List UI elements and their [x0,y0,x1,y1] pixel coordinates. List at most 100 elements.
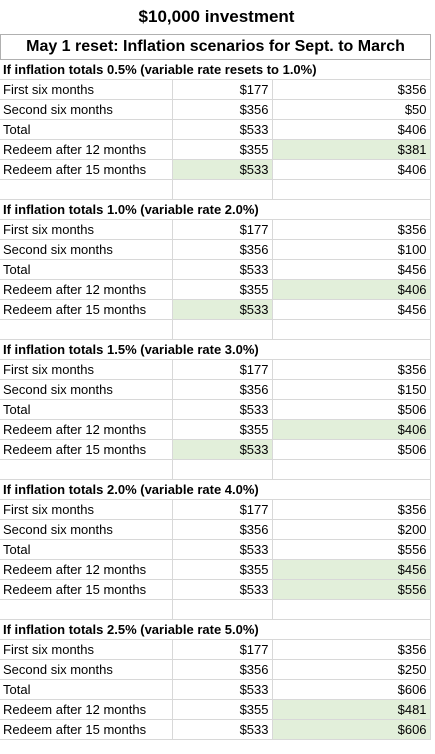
row-label[interactable]: Second six months [0,659,173,680]
value-cell-a[interactable]: $355 [172,279,273,300]
value-cell-b[interactable]: $406 [272,279,431,300]
row-label[interactable]: Redeem after 15 months [0,159,173,180]
empty-cell[interactable] [272,179,431,200]
value-cell-a[interactable]: $533 [172,159,273,180]
empty-cell[interactable] [172,459,273,480]
value-cell-b[interactable]: $456 [272,299,431,320]
value-cell-a[interactable]: $177 [172,359,273,380]
row-label[interactable]: Total [0,679,173,700]
row-label[interactable]: Redeem after 12 months [0,559,173,580]
value-cell-a[interactable]: $356 [172,99,273,120]
value-cell-b[interactable]: $556 [272,579,431,600]
row-label[interactable]: Second six months [0,99,173,120]
empty-cell[interactable] [172,319,273,340]
value-cell-a[interactable]: $533 [172,539,273,560]
value-cell-b[interactable]: $406 [272,119,431,140]
row-label[interactable]: Total [0,539,173,560]
value-cell-b[interactable]: $200 [272,519,431,540]
row-label[interactable]: Redeem after 12 months [0,279,173,300]
row-label[interactable]: Redeem after 15 months [0,719,173,740]
table-row: Total $533 $506 [0,399,431,420]
value-cell-b[interactable]: $606 [272,719,431,740]
row-label[interactable]: Redeem after 15 months [0,299,173,320]
row-label[interactable]: First six months [0,79,173,100]
value-cell-a[interactable]: $177 [172,639,273,660]
value-cell-b[interactable]: $250 [272,659,431,680]
value-cell-a[interactable]: $355 [172,699,273,720]
value-cell-a[interactable]: $356 [172,239,273,260]
scenario-heading[interactable]: If inflation totals 1.5% (variable rate … [0,339,431,360]
value-cell-b[interactable]: $381 [272,139,431,160]
row-label[interactable]: Redeem after 12 months [0,139,173,160]
value-cell-a[interactable]: $533 [172,719,273,740]
scenario-heading[interactable]: If inflation totals 2.0% (variable rate … [0,479,431,500]
value-cell-a[interactable]: $355 [172,139,273,160]
value-cell-a[interactable]: $533 [172,259,273,280]
row-label[interactable]: First six months [0,499,173,520]
empty-cell[interactable] [0,459,173,480]
value-cell-b[interactable]: $50 [272,99,431,120]
value-cell-b[interactable]: $456 [272,259,431,280]
table-row: First six months $177 $356 [0,359,431,380]
value-cell-b[interactable]: $406 [272,159,431,180]
value-cell-b[interactable]: $356 [272,79,431,100]
value-cell-a[interactable]: $356 [172,379,273,400]
row-label[interactable]: Total [0,119,173,140]
value-cell-b[interactable]: $356 [272,359,431,380]
row-label[interactable]: Redeem after 12 months [0,699,173,720]
table-row: Total $533 $556 [0,539,431,560]
empty-cell[interactable] [0,319,173,340]
value-cell-a[interactable]: $533 [172,679,273,700]
empty-cell[interactable] [172,599,273,620]
value-cell-b[interactable]: $406 [272,419,431,440]
value-cell-a[interactable]: $533 [172,439,273,460]
value-cell-a[interactable]: $533 [172,399,273,420]
scenario-heading[interactable]: If inflation totals 2.5% (variable rate … [0,619,431,640]
value-cell-b[interactable]: $456 [272,559,431,580]
empty-cell[interactable] [172,179,273,200]
empty-cell[interactable] [0,179,173,200]
value-cell-b[interactable]: $356 [272,639,431,660]
value-cell-b[interactable]: $150 [272,379,431,400]
row-label[interactable]: First six months [0,359,173,380]
row-label[interactable]: Total [0,259,173,280]
value-cell-a[interactable]: $533 [172,579,273,600]
row-label[interactable]: Second six months [0,239,173,260]
table-row: Second six months $356 $200 [0,519,431,540]
row-label[interactable]: Redeem after 12 months [0,419,173,440]
scenario-heading[interactable]: If inflation totals 0.5% (variable rate … [0,60,431,80]
value-cell-b[interactable]: $506 [272,399,431,420]
value-cell-a[interactable]: $356 [172,519,273,540]
empty-cell[interactable] [272,319,431,340]
row-label[interactable]: Redeem after 15 months [0,579,173,600]
value-cell-b[interactable]: $606 [272,679,431,700]
empty-cell[interactable] [272,459,431,480]
table-row: Second six months $356 $100 [0,239,431,260]
value-cell-a[interactable]: $177 [172,219,273,240]
value-cell-a[interactable]: $533 [172,299,273,320]
row-label[interactable]: Second six months [0,519,173,540]
row-label[interactable]: Second six months [0,379,173,400]
value-cell-b[interactable]: $100 [272,239,431,260]
value-cell-b[interactable]: $506 [272,439,431,460]
value-cell-b[interactable]: $556 [272,539,431,560]
value-cell-b[interactable]: $356 [272,499,431,520]
value-cell-a[interactable]: $533 [172,119,273,140]
sheet-title[interactable]: $10,000 investment [138,7,295,26]
row-label[interactable]: Total [0,399,173,420]
empty-cell[interactable] [0,599,173,620]
row-label[interactable]: First six months [0,639,173,660]
row-label[interactable]: First six months [0,219,173,240]
value-cell-b[interactable]: $356 [272,219,431,240]
scenario-heading-row: If inflation totals 2.5% (variable rate … [0,619,431,640]
value-cell-a[interactable]: $177 [172,79,273,100]
value-cell-a[interactable]: $355 [172,419,273,440]
value-cell-a[interactable]: $355 [172,559,273,580]
scenario-heading[interactable]: If inflation totals 1.0% (variable rate … [0,199,431,220]
empty-cell[interactable] [272,599,431,620]
value-cell-b[interactable]: $481 [272,699,431,720]
sheet-subtitle[interactable]: May 1 reset: Inflation scenarios for Sep… [0,34,431,60]
value-cell-a[interactable]: $356 [172,659,273,680]
row-label[interactable]: Redeem after 15 months [0,439,173,460]
value-cell-a[interactable]: $177 [172,499,273,520]
